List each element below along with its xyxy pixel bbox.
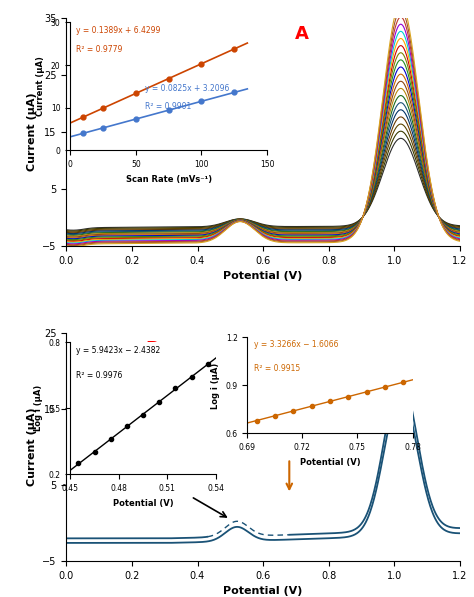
- Y-axis label: Current (μA): Current (μA): [27, 93, 36, 171]
- Y-axis label: Current (μA): Current (μA): [27, 408, 36, 487]
- X-axis label: Potential (V): Potential (V): [223, 272, 303, 281]
- Text: A: A: [294, 24, 309, 43]
- Text: B: B: [145, 340, 159, 358]
- X-axis label: Potential (V): Potential (V): [223, 586, 303, 596]
